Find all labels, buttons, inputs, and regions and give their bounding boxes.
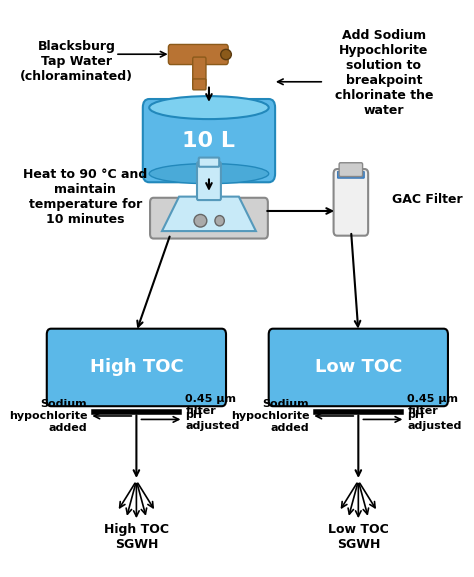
FancyBboxPatch shape: [150, 198, 268, 238]
FancyBboxPatch shape: [193, 57, 206, 87]
Ellipse shape: [149, 164, 269, 183]
Ellipse shape: [149, 96, 269, 119]
Text: Low TOC: Low TOC: [315, 358, 402, 376]
Text: GAC Filter: GAC Filter: [392, 193, 463, 206]
Text: Sodium
hypochlorite
added: Sodium hypochlorite added: [231, 399, 309, 433]
Text: Blacksburg
Tap Water
(chloraminated): Blacksburg Tap Water (chloraminated): [20, 40, 133, 83]
Text: 0.45 μm
filter: 0.45 μm filter: [408, 394, 458, 416]
Text: Sodium
hypochlorite
added: Sodium hypochlorite added: [9, 399, 87, 433]
Text: Add Sodium
Hypochlorite
solution to
breakpoint
chlorinate the
water: Add Sodium Hypochlorite solution to brea…: [335, 29, 433, 117]
Text: Heat to 90 °C and
maintain
temperature for
10 minutes: Heat to 90 °C and maintain temperature f…: [23, 168, 147, 226]
Text: pH
adjusted: pH adjusted: [185, 410, 240, 432]
Polygon shape: [162, 197, 256, 231]
Text: High TOC: High TOC: [90, 358, 183, 376]
Ellipse shape: [194, 215, 207, 227]
FancyBboxPatch shape: [337, 171, 365, 178]
Text: High TOC
SGWH: High TOC SGWH: [104, 523, 169, 550]
Ellipse shape: [221, 50, 231, 59]
FancyBboxPatch shape: [168, 44, 228, 65]
FancyBboxPatch shape: [47, 329, 226, 406]
FancyBboxPatch shape: [193, 79, 206, 90]
Text: pH
adjusted: pH adjusted: [408, 410, 462, 432]
FancyBboxPatch shape: [143, 99, 275, 182]
FancyBboxPatch shape: [339, 163, 363, 177]
FancyBboxPatch shape: [334, 169, 368, 235]
FancyBboxPatch shape: [197, 162, 221, 200]
Text: Low TOC
SGWH: Low TOC SGWH: [328, 523, 389, 550]
Ellipse shape: [215, 216, 224, 226]
Text: 0.45 μm
filter: 0.45 μm filter: [185, 394, 237, 416]
FancyBboxPatch shape: [199, 158, 219, 167]
Text: 10 L: 10 L: [182, 130, 236, 151]
FancyBboxPatch shape: [269, 329, 448, 406]
